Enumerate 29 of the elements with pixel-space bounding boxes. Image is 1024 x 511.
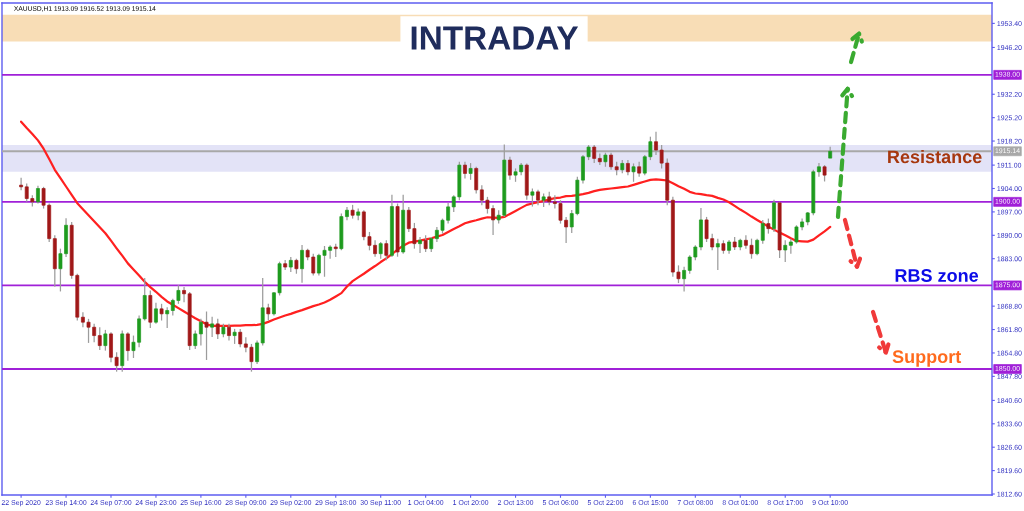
band-label: Resistance bbox=[888, 150, 982, 164]
candlestick bbox=[682, 266, 686, 293]
candlestick bbox=[384, 239, 389, 261]
candlestick bbox=[103, 329, 108, 352]
candlestick bbox=[631, 162, 636, 183]
candlestick bbox=[154, 302, 158, 325]
candlestick bbox=[19, 177, 23, 191]
candlestick bbox=[418, 236, 422, 254]
candlestick bbox=[474, 166, 479, 195]
candlestick bbox=[142, 277, 147, 322]
text: Support bbox=[892, 350, 962, 367]
text: RBS zone bbox=[895, 269, 979, 282]
candlestick bbox=[783, 239, 788, 263]
candlestick bbox=[238, 328, 243, 348]
candlestick bbox=[165, 306, 170, 329]
text: INTRADAY bbox=[411, 26, 579, 50]
candlestick bbox=[210, 316, 215, 338]
candlestick bbox=[255, 339, 259, 365]
candlestick bbox=[300, 244, 304, 284]
candlestick bbox=[508, 156, 512, 181]
candlestick bbox=[204, 310, 209, 361]
candlestick bbox=[760, 219, 765, 245]
candlestick bbox=[97, 326, 102, 351]
candlestick bbox=[530, 187, 535, 208]
candlestick bbox=[199, 318, 203, 347]
candlestick bbox=[193, 329, 198, 350]
candlestick bbox=[125, 331, 130, 362]
candlestick bbox=[215, 318, 220, 340]
candlestick bbox=[715, 238, 720, 271]
